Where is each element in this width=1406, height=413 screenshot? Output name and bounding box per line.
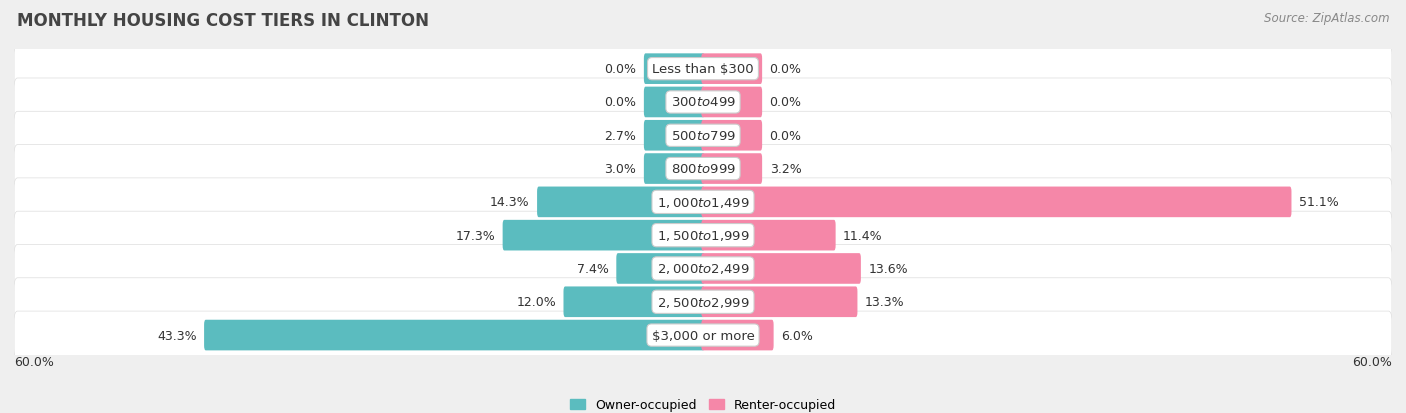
FancyBboxPatch shape xyxy=(14,112,1392,160)
Text: 0.0%: 0.0% xyxy=(769,129,801,142)
Text: $800 to $999: $800 to $999 xyxy=(671,163,735,176)
FancyBboxPatch shape xyxy=(702,121,762,151)
FancyBboxPatch shape xyxy=(702,220,835,251)
FancyBboxPatch shape xyxy=(564,287,704,317)
Text: $2,000 to $2,499: $2,000 to $2,499 xyxy=(657,262,749,276)
Text: 17.3%: 17.3% xyxy=(456,229,495,242)
Text: $1,500 to $1,999: $1,500 to $1,999 xyxy=(657,229,749,242)
FancyBboxPatch shape xyxy=(702,54,762,85)
FancyBboxPatch shape xyxy=(14,178,1392,226)
Text: 3.0%: 3.0% xyxy=(605,163,637,176)
Text: 51.1%: 51.1% xyxy=(1299,196,1339,209)
FancyBboxPatch shape xyxy=(14,311,1392,359)
FancyBboxPatch shape xyxy=(14,145,1392,193)
FancyBboxPatch shape xyxy=(702,187,1292,218)
Text: 0.0%: 0.0% xyxy=(769,63,801,76)
Text: 14.3%: 14.3% xyxy=(491,196,530,209)
Text: 60.0%: 60.0% xyxy=(14,355,53,368)
FancyBboxPatch shape xyxy=(502,220,704,251)
Text: 6.0%: 6.0% xyxy=(782,329,813,342)
Text: $1,000 to $1,499: $1,000 to $1,499 xyxy=(657,195,749,209)
Text: 2.7%: 2.7% xyxy=(605,129,637,142)
Text: $300 to $499: $300 to $499 xyxy=(671,96,735,109)
Text: MONTHLY HOUSING COST TIERS IN CLINTON: MONTHLY HOUSING COST TIERS IN CLINTON xyxy=(17,12,429,30)
Text: 0.0%: 0.0% xyxy=(605,63,637,76)
Text: 12.0%: 12.0% xyxy=(516,296,555,309)
FancyBboxPatch shape xyxy=(702,287,858,317)
FancyBboxPatch shape xyxy=(644,154,704,185)
FancyBboxPatch shape xyxy=(14,45,1392,93)
FancyBboxPatch shape xyxy=(644,54,704,85)
FancyBboxPatch shape xyxy=(204,320,704,351)
FancyBboxPatch shape xyxy=(14,245,1392,293)
FancyBboxPatch shape xyxy=(702,320,773,351)
FancyBboxPatch shape xyxy=(14,278,1392,326)
FancyBboxPatch shape xyxy=(14,212,1392,259)
Text: 0.0%: 0.0% xyxy=(605,96,637,109)
Text: Less than $300: Less than $300 xyxy=(652,63,754,76)
Text: 60.0%: 60.0% xyxy=(1353,355,1392,368)
FancyBboxPatch shape xyxy=(644,88,704,118)
Legend: Owner-occupied, Renter-occupied: Owner-occupied, Renter-occupied xyxy=(565,393,841,413)
FancyBboxPatch shape xyxy=(616,254,704,284)
Text: 11.4%: 11.4% xyxy=(844,229,883,242)
FancyBboxPatch shape xyxy=(14,79,1392,127)
Text: 3.2%: 3.2% xyxy=(769,163,801,176)
FancyBboxPatch shape xyxy=(702,254,860,284)
Text: $3,000 or more: $3,000 or more xyxy=(651,329,755,342)
Text: 43.3%: 43.3% xyxy=(157,329,197,342)
Text: $500 to $799: $500 to $799 xyxy=(671,129,735,142)
FancyBboxPatch shape xyxy=(644,121,704,151)
FancyBboxPatch shape xyxy=(702,88,762,118)
Text: Source: ZipAtlas.com: Source: ZipAtlas.com xyxy=(1264,12,1389,25)
Text: 13.3%: 13.3% xyxy=(865,296,904,309)
Text: 7.4%: 7.4% xyxy=(576,262,609,275)
FancyBboxPatch shape xyxy=(537,187,704,218)
Text: $2,500 to $2,999: $2,500 to $2,999 xyxy=(657,295,749,309)
Text: 13.6%: 13.6% xyxy=(869,262,908,275)
Text: 0.0%: 0.0% xyxy=(769,96,801,109)
FancyBboxPatch shape xyxy=(702,154,762,185)
